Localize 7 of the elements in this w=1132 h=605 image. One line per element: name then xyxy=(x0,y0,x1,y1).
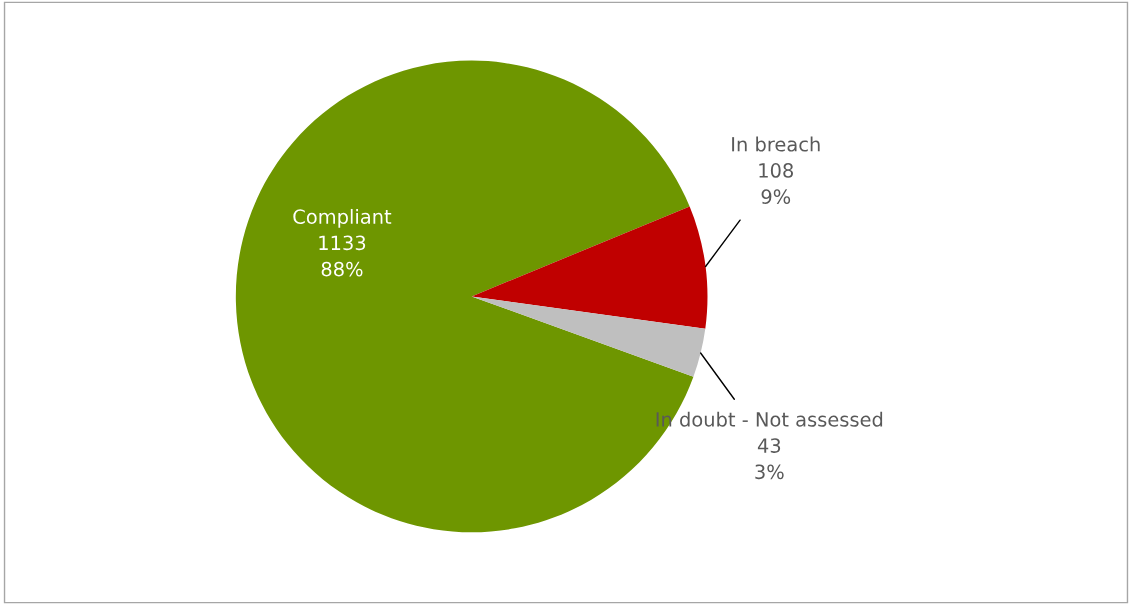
data-label: 108 9% xyxy=(759,163,793,205)
pie-slice xyxy=(471,206,708,329)
slice-label: In breach xyxy=(732,136,820,152)
data-label: 43 3% xyxy=(755,438,784,480)
slice-label: Compliant xyxy=(293,208,392,228)
slice-label: In doubt - Not assessed xyxy=(656,411,883,427)
data-label: 1133 88% xyxy=(319,235,366,277)
